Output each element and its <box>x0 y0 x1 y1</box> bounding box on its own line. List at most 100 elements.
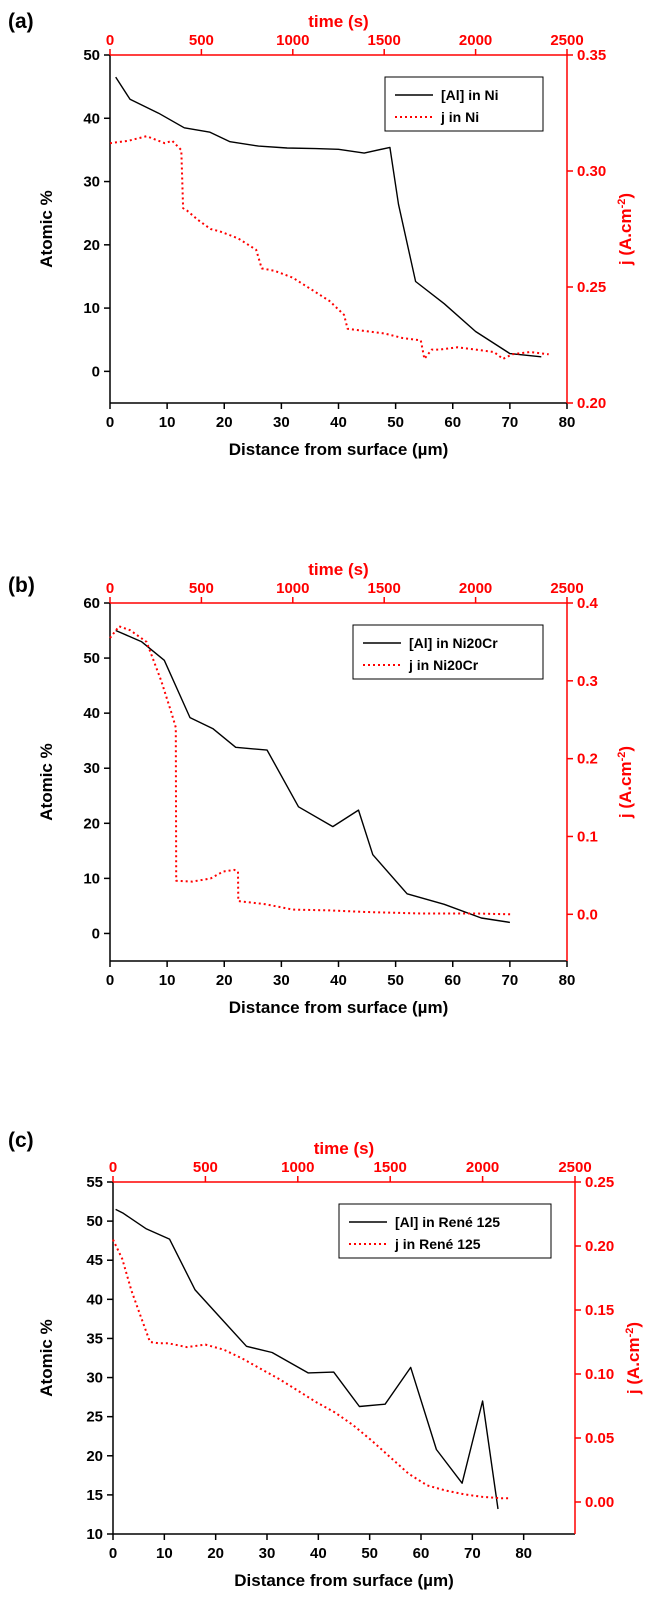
aluminium-series-line <box>115 629 511 924</box>
x2-tick-label: 1000 <box>276 32 309 49</box>
y-tick-label: 60 <box>83 595 100 612</box>
x-axis-title: Distance from surface (µm) <box>229 440 449 459</box>
x-tick-label: 40 <box>310 1545 327 1562</box>
y2-axis-title: j (A.cm-2) <box>616 746 635 819</box>
y2-tick-label: 0.35 <box>577 47 606 64</box>
y-tick-label: 10 <box>86 1526 103 1543</box>
x-tick-label: 50 <box>361 1545 378 1562</box>
x-tick-label: 60 <box>413 1545 430 1562</box>
y-tick-label: 10 <box>83 870 100 887</box>
x-tick-label: 50 <box>387 414 404 431</box>
y-tick-label: 45 <box>86 1252 103 1269</box>
y-tick-label: 20 <box>83 237 100 254</box>
legend-entry: [Al] in Ni20Cr <box>409 635 498 651</box>
x-tick-label: 80 <box>559 972 576 989</box>
y2-tick-label: 0.20 <box>585 1238 614 1255</box>
x-tick-label: 80 <box>559 414 576 431</box>
current-density-series-line <box>109 625 511 916</box>
x2-tick-label: 2000 <box>466 1159 499 1176</box>
legend-entry: j in Ni <box>440 109 479 125</box>
aluminium-series-line <box>115 1208 499 1510</box>
x2-axis-title: time (s) <box>314 1139 374 1158</box>
x2-tick-label: 2500 <box>558 1159 591 1176</box>
x-tick-label: 40 <box>330 414 347 431</box>
current-density-series-line <box>109 135 549 360</box>
x-tick-label: 30 <box>273 414 290 431</box>
y-tick-label: 25 <box>86 1409 103 1426</box>
y2-tick-label: 0.20 <box>577 395 606 412</box>
y-tick-label: 30 <box>83 760 100 777</box>
x-tick-label: 10 <box>159 414 176 431</box>
x2-axis-title: time (s) <box>308 560 368 579</box>
y2-tick-label: 0.15 <box>585 1302 614 1319</box>
x2-tick-label: 0 <box>106 32 114 49</box>
x2-tick-label: 1500 <box>368 32 401 49</box>
panel-b: (b) 0 10 20 30 40 50 60 70 80 0 10 20 30 40 50 60 0 500 100… <box>8 560 635 1017</box>
x-tick-label: 10 <box>159 972 176 989</box>
y-tick-label: 20 <box>83 815 100 832</box>
x-tick-label: 30 <box>273 972 290 989</box>
y2-tick-label: 0.3 <box>577 673 598 690</box>
panel-label: (c) <box>8 1129 34 1152</box>
x-tick-label: 0 <box>106 972 114 989</box>
y2-axis-title: j (A.cm-2) <box>616 193 635 266</box>
x2-tick-label: 2000 <box>459 580 492 597</box>
y-tick-label: 50 <box>83 650 100 667</box>
x2-tick-label: 0 <box>109 1159 117 1176</box>
panel-label: (a) <box>8 10 34 33</box>
x2-axis-title: time (s) <box>308 12 368 31</box>
x2-tick-label: 1500 <box>374 1159 407 1176</box>
panel-c: (c) 0 10 20 30 40 50 60 70 80 10 15 20 25 30 35 40 45 50 55… <box>8 1129 643 1590</box>
legend-entry: [Al] in Ni <box>441 87 499 103</box>
x-tick-label: 0 <box>109 1545 117 1562</box>
legend-entry: [Al] in René 125 <box>395 1214 500 1230</box>
x2-tick-label: 500 <box>193 1159 218 1176</box>
y2-tick-label: 0.4 <box>577 595 599 612</box>
y-tick-label: 0 <box>92 363 100 380</box>
legend-box <box>338 1203 552 1259</box>
x-tick-label: 50 <box>387 972 404 989</box>
x-tick-label: 80 <box>515 1545 532 1562</box>
y2-tick-label: 0.2 <box>577 751 598 768</box>
y-tick-label: 55 <box>86 1174 103 1191</box>
legend-entry: j in René 125 <box>394 1236 481 1252</box>
x2-tick-label: 2500 <box>550 580 583 597</box>
y-tick-label: 0 <box>92 925 100 942</box>
y-axis-title: Atomic % <box>37 1319 56 1396</box>
aluminium-series-line <box>115 76 542 358</box>
y-tick-label: 40 <box>83 705 100 722</box>
y-tick-label: 15 <box>86 1487 103 1504</box>
x2-tick-label: 2000 <box>459 32 492 49</box>
x2-tick-label: 1000 <box>281 1159 314 1176</box>
y-tick-label: 10 <box>83 300 100 317</box>
y2-tick-label: 0.05 <box>585 1430 614 1447</box>
y2-axis-title: j (A.cm-2) <box>624 1322 643 1395</box>
x-tick-label: 20 <box>207 1545 224 1562</box>
y2-tick-label: 0.0 <box>577 906 598 923</box>
x-axis-title: Distance from surface (µm) <box>234 1571 454 1590</box>
x-tick-label: 30 <box>259 1545 276 1562</box>
y2-tick-label: 0.1 <box>577 828 598 845</box>
y-tick-label: 40 <box>86 1291 103 1308</box>
x2-tick-label: 0 <box>106 580 114 597</box>
x2-tick-label: 500 <box>189 580 214 597</box>
legend-box <box>384 76 544 132</box>
x2-tick-label: 1500 <box>368 580 401 597</box>
y-tick-label: 50 <box>86 1213 103 1230</box>
y2-tick-label: 0.00 <box>585 1494 614 1511</box>
x-tick-label: 60 <box>444 972 461 989</box>
y-tick-label: 40 <box>83 110 100 127</box>
legend-entry: j in Ni20Cr <box>408 657 479 673</box>
x-tick-label: 60 <box>444 414 461 431</box>
x2-tick-label: 1000 <box>276 580 309 597</box>
y-tick-label: 30 <box>86 1370 103 1387</box>
y2-tick-label: 0.25 <box>585 1174 614 1191</box>
y-axis-title: Atomic % <box>37 743 56 820</box>
x-tick-label: 40 <box>330 972 347 989</box>
x2-tick-label: 2500 <box>550 32 583 49</box>
x-tick-label: 70 <box>502 414 519 431</box>
x-tick-label: 70 <box>464 1545 481 1562</box>
x-axis-title: Distance from surface (µm) <box>229 998 449 1017</box>
